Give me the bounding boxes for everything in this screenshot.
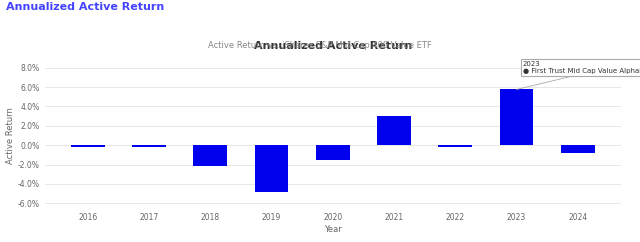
Bar xyxy=(193,145,227,166)
Text: Active Return vs. iShares S&P Mid-Cap 400 Value ETF: Active Return vs. iShares S&P Mid-Cap 40… xyxy=(208,41,432,50)
X-axis label: Year: Year xyxy=(324,225,342,234)
Bar xyxy=(71,145,105,147)
Bar xyxy=(316,145,349,160)
Text: 2023
● First Trust Mid Cap Value AlphaDEX ETF: 5.76%: 2023 ● First Trust Mid Cap Value AlphaDE… xyxy=(516,61,640,90)
Bar xyxy=(500,90,533,145)
Bar xyxy=(377,116,411,145)
Bar xyxy=(561,145,595,153)
Y-axis label: Active Return: Active Return xyxy=(6,107,15,164)
Bar xyxy=(255,145,289,192)
Bar xyxy=(132,145,166,147)
Title: Annualized Active Return: Annualized Active Return xyxy=(253,41,412,51)
Text: Annualized Active Return: Annualized Active Return xyxy=(6,2,164,12)
Bar xyxy=(438,145,472,147)
